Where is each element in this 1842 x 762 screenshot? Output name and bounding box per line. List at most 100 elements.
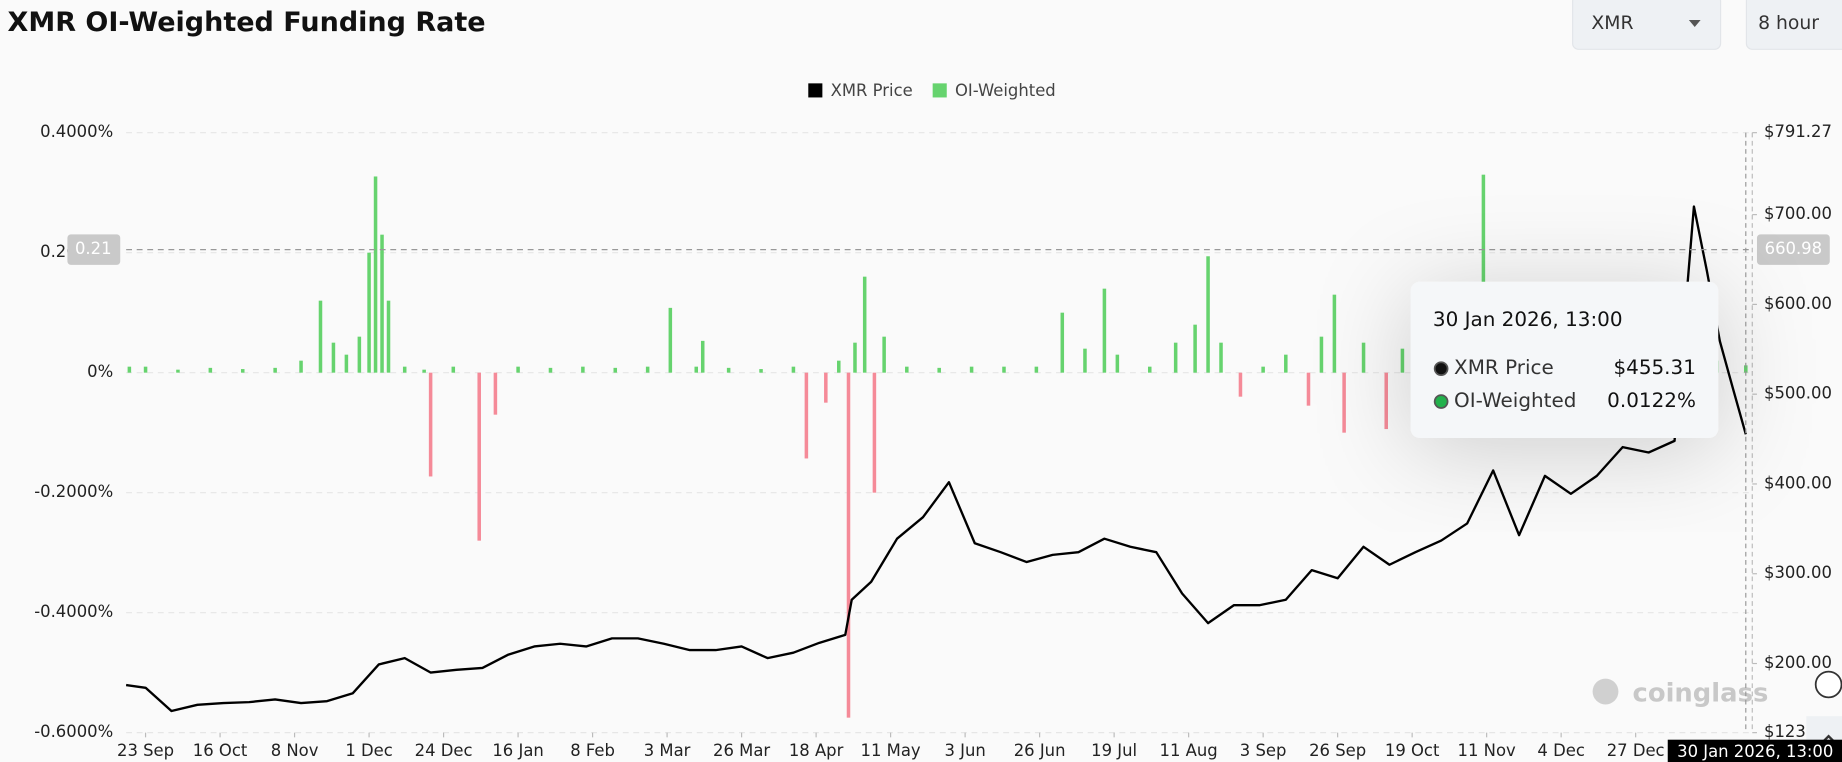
funding-bar [581,366,585,373]
funding-bar [386,300,391,373]
y2-tick-label: $600.00 [1764,294,1832,313]
caret [1688,19,1701,28]
x-tick-label: 19 Jul [1091,741,1137,760]
funding-bar [127,366,132,373]
tooltip-item-name: OI-Weighted [1454,388,1576,412]
page-title: XMR OI-Weighted Funding Rate [8,7,486,38]
crosshair-y-label: 0.21 [75,239,112,258]
funding-bar [1400,348,1405,373]
symbol-select[interactable] [1572,0,1722,50]
x-tick-label: 8 Nov [271,741,319,760]
watermark: coinglass [1633,678,1769,708]
x-tick-label: 16 Oct [193,741,248,760]
funding-bar [331,342,336,373]
y-tick-label: -0.6000% [34,722,113,741]
funding-bar [240,369,245,373]
funding-bar [1219,342,1223,373]
y2-tick-label: $123 [1764,722,1806,741]
funding-bar [1206,256,1210,373]
funding-bar [645,366,650,373]
funding-bar [548,367,553,373]
y2-tick-label: $791.27 [1764,122,1832,141]
x-tick-label: 16 Jan [492,741,543,760]
funding-bar [804,372,809,459]
funding-bar [726,367,731,373]
funding-bar [344,354,349,373]
tooltip-item-value: 0.0122% [1607,388,1696,412]
funding-bar [1115,354,1120,373]
x-tick-label: 3 Mar [644,741,691,760]
funding-bar [862,276,867,373]
funding-bar [694,366,699,373]
legend-label: XMR Price [831,81,913,100]
funding-bar [422,369,426,373]
funding-bar [905,366,909,373]
y2-tick-label: $300.00 [1764,563,1832,582]
funding-bar [516,366,520,373]
funding-bar [791,366,796,373]
funding-bar [176,369,180,373]
x-tick-label: 8 Feb [570,741,615,760]
crosshair-x-badge [1667,739,1842,762]
x-tick-label: 4 Dec [1537,741,1584,760]
y-tick-label: 0.4000% [40,122,113,141]
funding-bar [367,252,371,373]
crosshair-y-badge [67,234,121,265]
y2-tick-label: $400.00 [1764,473,1832,492]
tooltip-item-value: $455.31 [1613,355,1695,379]
funding-bar [318,300,323,373]
interval-select-label: 8 hour [1758,13,1819,34]
x-tick-label: 1 Dec [345,741,392,760]
crosshair-y2-label: 660.98 [1765,239,1822,258]
funding-bar [853,342,857,373]
funding-bar [969,366,974,373]
y2-tick-label: $200.00 [1764,653,1832,672]
funding-bar [1481,174,1486,373]
funding-bar [759,369,763,373]
funding-bar [872,372,877,493]
feedback-button[interactable] [1814,670,1842,699]
y2-tick-label: $500.00 [1764,384,1832,403]
funding-bar [1238,372,1243,397]
funding-bar [493,372,498,415]
funding-bar [882,336,886,373]
x-tick-label: 3 Jun [944,741,985,760]
x-tick-label: 26 Jun [1014,741,1066,760]
funding-bar [1173,342,1178,373]
funding-bar [700,340,705,373]
legend-swatch [808,83,823,98]
funding-bar [373,176,378,373]
funding-bar [1361,342,1366,373]
funding-bar [1261,366,1265,373]
funding-bar [613,367,618,373]
x-tick-label: 19 Oct [1385,741,1440,760]
x-tick-label: 11 Nov [1458,741,1516,760]
y-tick-label: -0.4000% [34,602,113,621]
crosshair-x-label: 30 Jan 2026, 13:00 [1677,742,1833,761]
price-line [125,205,1747,713]
funding-bar [1306,372,1311,406]
funding-bar [1193,324,1197,373]
funding-bar [1002,366,1006,373]
funding-bar [846,372,851,718]
funding-bar [1147,366,1152,373]
y-tick-label: -0.2000% [34,482,113,501]
funding-bar [451,366,456,373]
legend-swatch [932,83,947,98]
funding-bar [1384,372,1388,430]
funding-bar [668,307,673,373]
funding-bar [1284,354,1288,373]
x-tick-label: 3 Sep [1240,741,1287,760]
x-tick-label: 23 Sep [117,741,174,760]
tooltip-dot [1433,361,1449,377]
funding-bar [208,367,213,373]
funding-bar [1060,312,1065,373]
funding-bar [937,367,941,373]
funding-bar [1319,336,1324,373]
interval-select[interactable] [1745,0,1842,50]
funding-bar [1332,294,1337,373]
funding-bar [824,372,828,403]
funding-bar [477,372,481,541]
